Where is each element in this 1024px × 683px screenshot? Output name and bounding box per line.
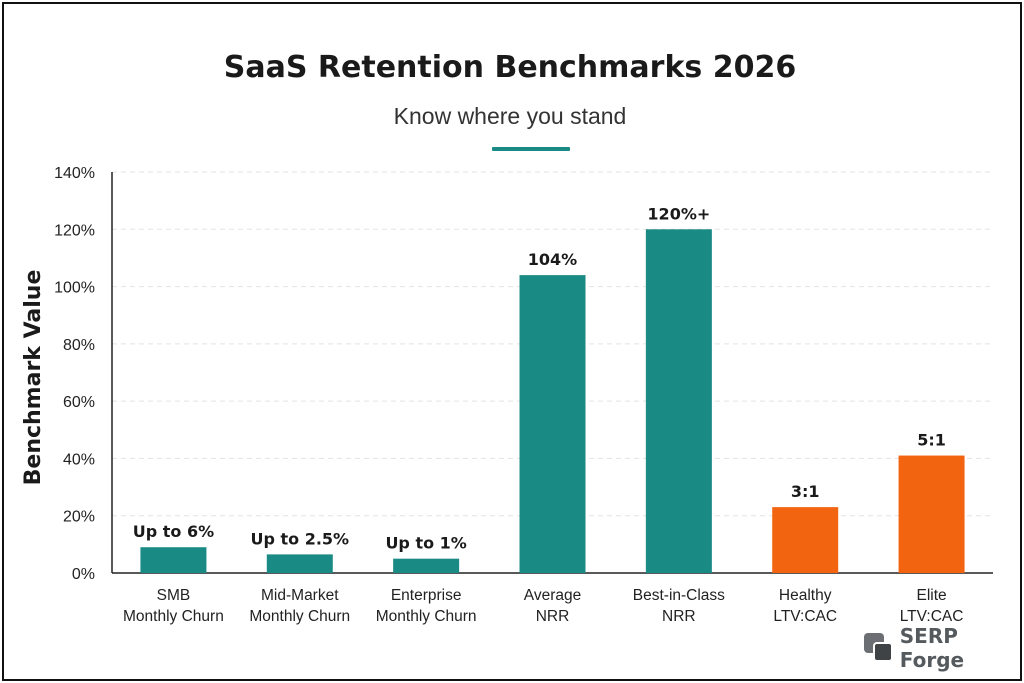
- x-tick-label: Best-in-Class: [633, 587, 725, 604]
- bar: [519, 275, 586, 573]
- x-tick-label: Healthy: [779, 587, 832, 604]
- x-tick-label: Elite: [916, 587, 946, 604]
- bar: [266, 554, 333, 573]
- brand-logo: SERP Forge: [864, 624, 1024, 672]
- brand-name: SERP Forge: [899, 624, 965, 672]
- overlapping-squares-icon: [864, 633, 893, 663]
- x-tick-label: Average: [524, 587, 581, 604]
- title-accent-line: [492, 147, 570, 151]
- data-label: 120%+: [647, 204, 710, 223]
- y-tick-label: 40%: [63, 451, 95, 468]
- data-label: 5:1: [917, 431, 946, 450]
- x-tick-label: SMB: [157, 587, 191, 604]
- chart-subtitle: Know where you stand: [393, 103, 627, 129]
- bar: [898, 455, 965, 573]
- y-tick-label: 120%: [54, 222, 95, 239]
- data-label: Up to 2.5%: [250, 529, 349, 548]
- bar: [393, 558, 460, 573]
- y-tick-label: 60%: [63, 394, 95, 411]
- y-tick-label: 140%: [54, 165, 95, 182]
- y-tick-label: 80%: [63, 337, 95, 354]
- x-tick-label: NRR: [536, 608, 570, 625]
- data-label: 3:1: [791, 482, 820, 501]
- bar: [140, 547, 207, 573]
- y-tick-label: 100%: [54, 280, 95, 297]
- x-tick-label: Monthly Churn: [123, 608, 224, 625]
- y-axis-title: Benchmark Value: [21, 270, 46, 486]
- x-tick-label: LTV:CAC: [900, 608, 964, 625]
- data-label: Up to 6%: [133, 522, 214, 541]
- x-tick-label: Mid-Market: [261, 587, 339, 604]
- x-tick-label: Monthly Churn: [249, 608, 350, 625]
- x-tick-label: Enterprise: [391, 587, 462, 604]
- y-tick-label: 0%: [72, 566, 95, 583]
- bar: [772, 507, 839, 573]
- x-tick-label: LTV:CAC: [773, 608, 837, 625]
- chart-title: SaaS Retention Benchmarks 2026: [223, 50, 797, 85]
- x-tick-label: NRR: [662, 608, 696, 625]
- data-label: Up to 1%: [385, 534, 466, 553]
- y-tick-label: 20%: [63, 509, 95, 526]
- data-label: 104%: [528, 250, 577, 269]
- bar: [645, 229, 712, 574]
- x-tick-label: Monthly Churn: [376, 608, 477, 625]
